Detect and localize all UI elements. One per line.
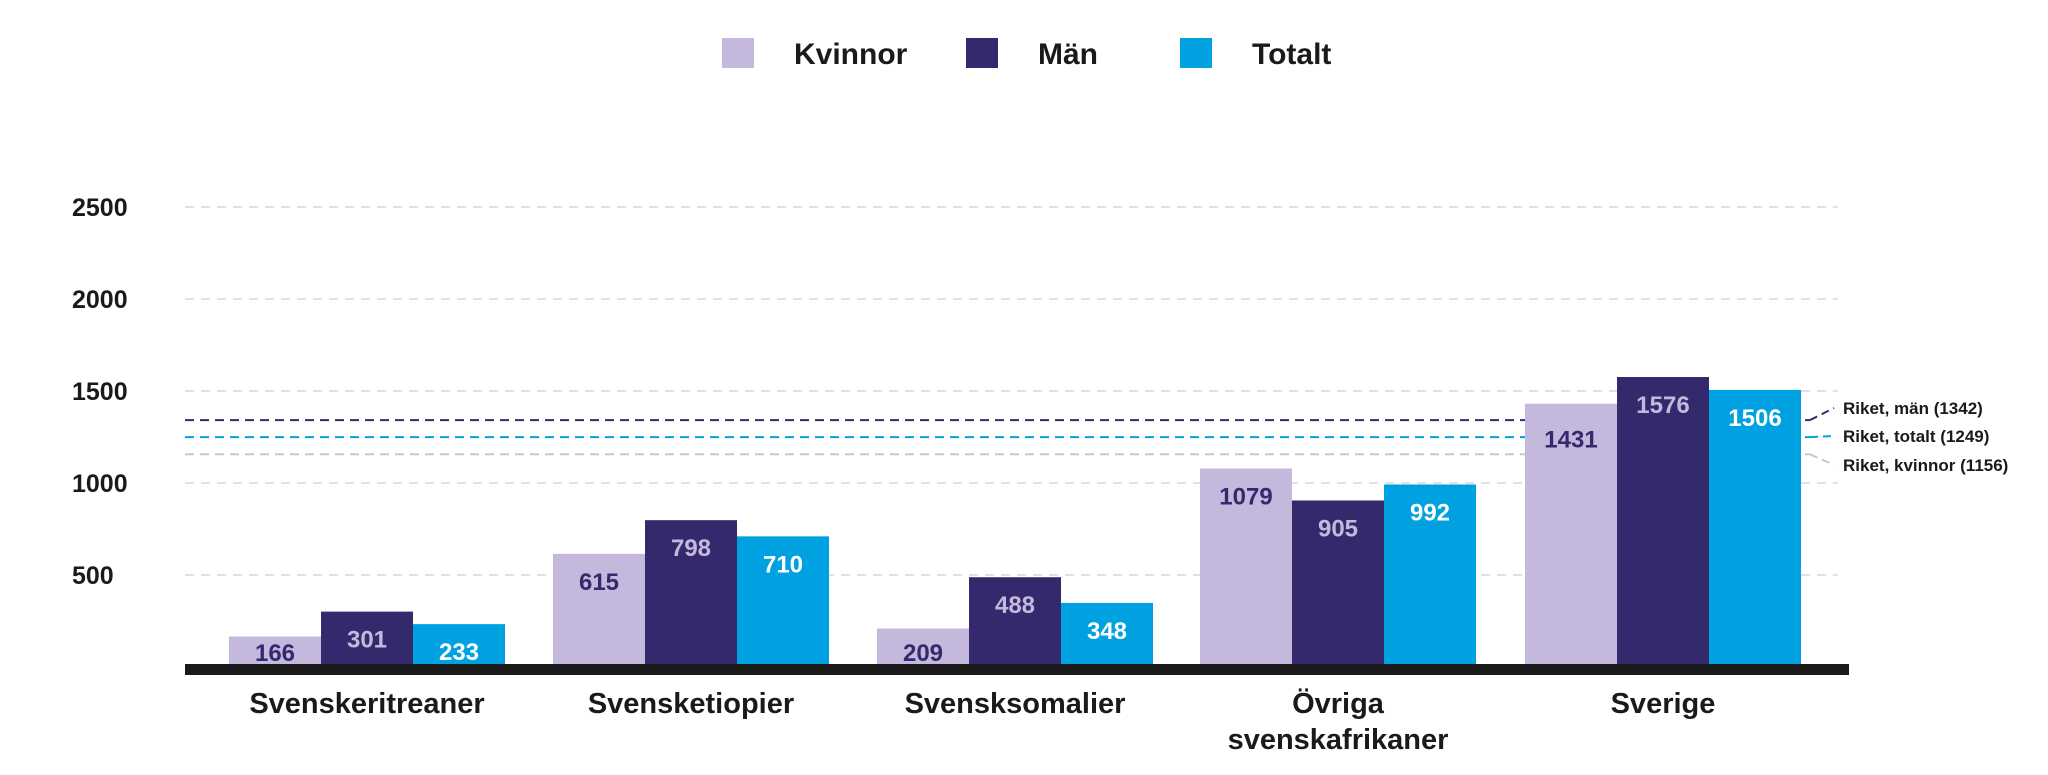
- legend-label: Män: [1038, 38, 1098, 71]
- bar: [969, 577, 1061, 667]
- reference-line-leader: [1809, 435, 1835, 439]
- bar: [1061, 602, 1153, 667]
- x-category-label: Sverige: [1611, 688, 1716, 720]
- bar-value-label: 301: [347, 627, 387, 654]
- x-category-label: Övriga: [1292, 687, 1385, 720]
- y-tick-label: 2500: [72, 194, 128, 222]
- bar: [877, 628, 969, 667]
- y-tick-label: 2000: [72, 286, 128, 314]
- bar: [645, 520, 737, 667]
- x-category-label: svenskafrikaner: [1228, 724, 1449, 756]
- bar-value-label: 615: [579, 569, 619, 596]
- bar-value-label: 798: [671, 535, 711, 562]
- bar-value-label: 905: [1318, 515, 1358, 542]
- bar-value-label: 233: [439, 639, 479, 666]
- reference-line-leader: [1809, 407, 1835, 421]
- bar: [553, 553, 645, 667]
- legend-swatch: [1180, 38, 1212, 68]
- reference-line-leader: [1809, 453, 1835, 466]
- bar: [229, 636, 321, 667]
- bar-value-label: 1431: [1544, 427, 1597, 454]
- bar: [1709, 389, 1801, 667]
- bar-value-label: 992: [1410, 499, 1450, 526]
- x-category-label: Svenskeritreaner: [249, 688, 484, 720]
- x-category-label: Svensksomalier: [905, 688, 1126, 720]
- bar-value-label: 1576: [1636, 392, 1689, 419]
- x-category-label: Svensketiopier: [588, 688, 794, 720]
- y-tick-label: 1500: [72, 378, 128, 406]
- legend-swatch: [966, 38, 998, 68]
- bar-value-label: 348: [1087, 618, 1127, 645]
- bar-value-label: 710: [763, 551, 803, 578]
- bar: [1292, 500, 1384, 667]
- reference-line-label: Riket, totalt (1249): [1843, 427, 1989, 446]
- bar: [321, 611, 413, 667]
- y-tick-label: 500: [72, 562, 114, 590]
- bar: [737, 536, 829, 667]
- bar-value-label: 209: [903, 640, 943, 667]
- bar: [413, 624, 505, 667]
- bar: [1525, 403, 1617, 667]
- bar: [1384, 484, 1476, 667]
- reference-line-label: Riket, kvinnor (1156): [1843, 456, 2008, 475]
- bar-value-label: 1506: [1728, 405, 1781, 432]
- bar: [1617, 377, 1709, 667]
- legend-label: Totalt: [1252, 38, 1331, 71]
- bar-value-label: 166: [255, 640, 295, 667]
- reference-line-label: Riket, män (1342): [1843, 399, 1983, 418]
- bar: [1200, 468, 1292, 667]
- y-tick-label: 1000: [72, 470, 128, 498]
- bar-value-label: 488: [995, 592, 1035, 619]
- legend-swatch: [722, 38, 754, 68]
- bar-value-label: 1079: [1219, 483, 1272, 510]
- legend-label: Kvinnor: [794, 38, 908, 71]
- x-axis-baseline: [185, 664, 1849, 675]
